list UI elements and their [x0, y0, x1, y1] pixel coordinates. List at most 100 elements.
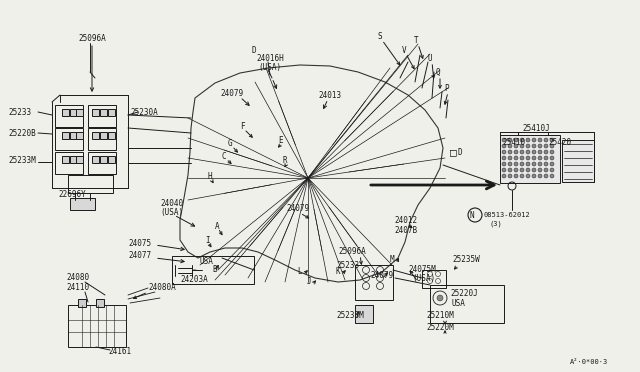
Circle shape [526, 138, 530, 142]
Text: 25235W: 25235W [452, 256, 480, 264]
Bar [108, 132, 115, 139]
Circle shape [538, 174, 542, 178]
Text: 2407B: 2407B [394, 225, 417, 234]
Text: 24079: 24079 [220, 89, 243, 97]
Circle shape [526, 144, 530, 148]
Bar [55, 128, 83, 150]
Circle shape [502, 150, 506, 154]
Text: L: L [297, 267, 301, 276]
Circle shape [532, 150, 536, 154]
Bar [62, 132, 69, 139]
Circle shape [526, 150, 530, 154]
Bar [88, 128, 116, 150]
Circle shape [508, 174, 512, 178]
Circle shape [514, 168, 518, 172]
Bar [100, 132, 107, 139]
Text: 22696Y: 22696Y [58, 189, 86, 199]
Text: 24079: 24079 [370, 270, 393, 279]
Text: 24016H: 24016H [256, 54, 284, 62]
Circle shape [520, 162, 524, 166]
Text: 24203A: 24203A [180, 275, 208, 283]
Text: 24040: 24040 [160, 199, 183, 208]
Text: 25220J: 25220J [450, 289, 477, 298]
Text: 24080A: 24080A [148, 283, 176, 292]
Bar [172, 256, 254, 284]
Text: A²·0*00·3: A²·0*00·3 [570, 359, 608, 365]
Circle shape [526, 174, 530, 178]
Circle shape [550, 174, 554, 178]
Bar [76, 132, 83, 139]
Bar [92, 156, 99, 163]
Text: D: D [458, 148, 463, 157]
Bar [108, 109, 115, 116]
Text: 25410J: 25410J [522, 124, 550, 132]
Circle shape [526, 168, 530, 172]
Bar [70, 132, 77, 139]
Circle shape [544, 156, 548, 160]
Text: 24079: 24079 [286, 203, 309, 212]
Text: 25420: 25420 [548, 138, 571, 147]
Text: S: S [378, 32, 383, 41]
Text: (USA): (USA) [160, 208, 183, 217]
Circle shape [538, 162, 542, 166]
Text: 25096A: 25096A [338, 247, 365, 256]
Text: (3): (3) [490, 221, 503, 227]
Circle shape [502, 174, 506, 178]
Circle shape [550, 162, 554, 166]
Circle shape [532, 138, 536, 142]
Text: 25233: 25233 [8, 108, 31, 116]
Circle shape [550, 138, 554, 142]
Text: —: — [193, 267, 196, 273]
Circle shape [544, 150, 548, 154]
Circle shape [538, 168, 542, 172]
Text: V: V [402, 45, 406, 55]
Text: 25233M: 25233M [8, 155, 36, 164]
Text: 24012: 24012 [394, 215, 417, 224]
Text: 08513-62012: 08513-62012 [484, 212, 531, 218]
Text: K: K [336, 267, 340, 276]
Text: (USA): (USA) [412, 275, 435, 283]
Bar [430, 285, 504, 323]
Text: 24080: 24080 [66, 273, 89, 282]
Text: 25233M: 25233M [336, 311, 364, 321]
Bar [68, 305, 126, 347]
Bar [355, 265, 393, 300]
Bar [55, 105, 83, 127]
Circle shape [544, 138, 548, 142]
Text: A: A [215, 221, 220, 231]
Circle shape [502, 138, 506, 142]
Text: 25410: 25410 [502, 138, 525, 147]
Bar [70, 109, 77, 116]
Circle shape [508, 162, 512, 166]
Text: F: F [240, 122, 244, 131]
Text: 25220M: 25220M [426, 324, 454, 333]
Bar [100, 156, 107, 163]
Circle shape [532, 144, 536, 148]
Circle shape [526, 162, 530, 166]
Text: D: D [252, 45, 257, 55]
Circle shape [502, 168, 506, 172]
Bar [92, 132, 99, 139]
Bar [92, 109, 99, 116]
Circle shape [508, 168, 512, 172]
Circle shape [520, 168, 524, 172]
Text: M: M [390, 256, 395, 264]
Circle shape [508, 138, 512, 142]
Text: 25210M: 25210M [426, 311, 454, 321]
Text: E: E [278, 135, 283, 144]
Circle shape [544, 174, 548, 178]
Circle shape [544, 168, 548, 172]
Text: T: T [414, 35, 419, 45]
Text: (USA): (USA) [258, 62, 281, 71]
Circle shape [550, 156, 554, 160]
Bar [88, 152, 116, 174]
Text: N: N [470, 211, 474, 219]
Circle shape [508, 156, 512, 160]
Circle shape [532, 168, 536, 172]
Circle shape [514, 156, 518, 160]
Circle shape [550, 168, 554, 172]
Text: P: P [444, 83, 449, 93]
Circle shape [514, 144, 518, 148]
Circle shape [514, 138, 518, 142]
Bar [70, 156, 77, 163]
